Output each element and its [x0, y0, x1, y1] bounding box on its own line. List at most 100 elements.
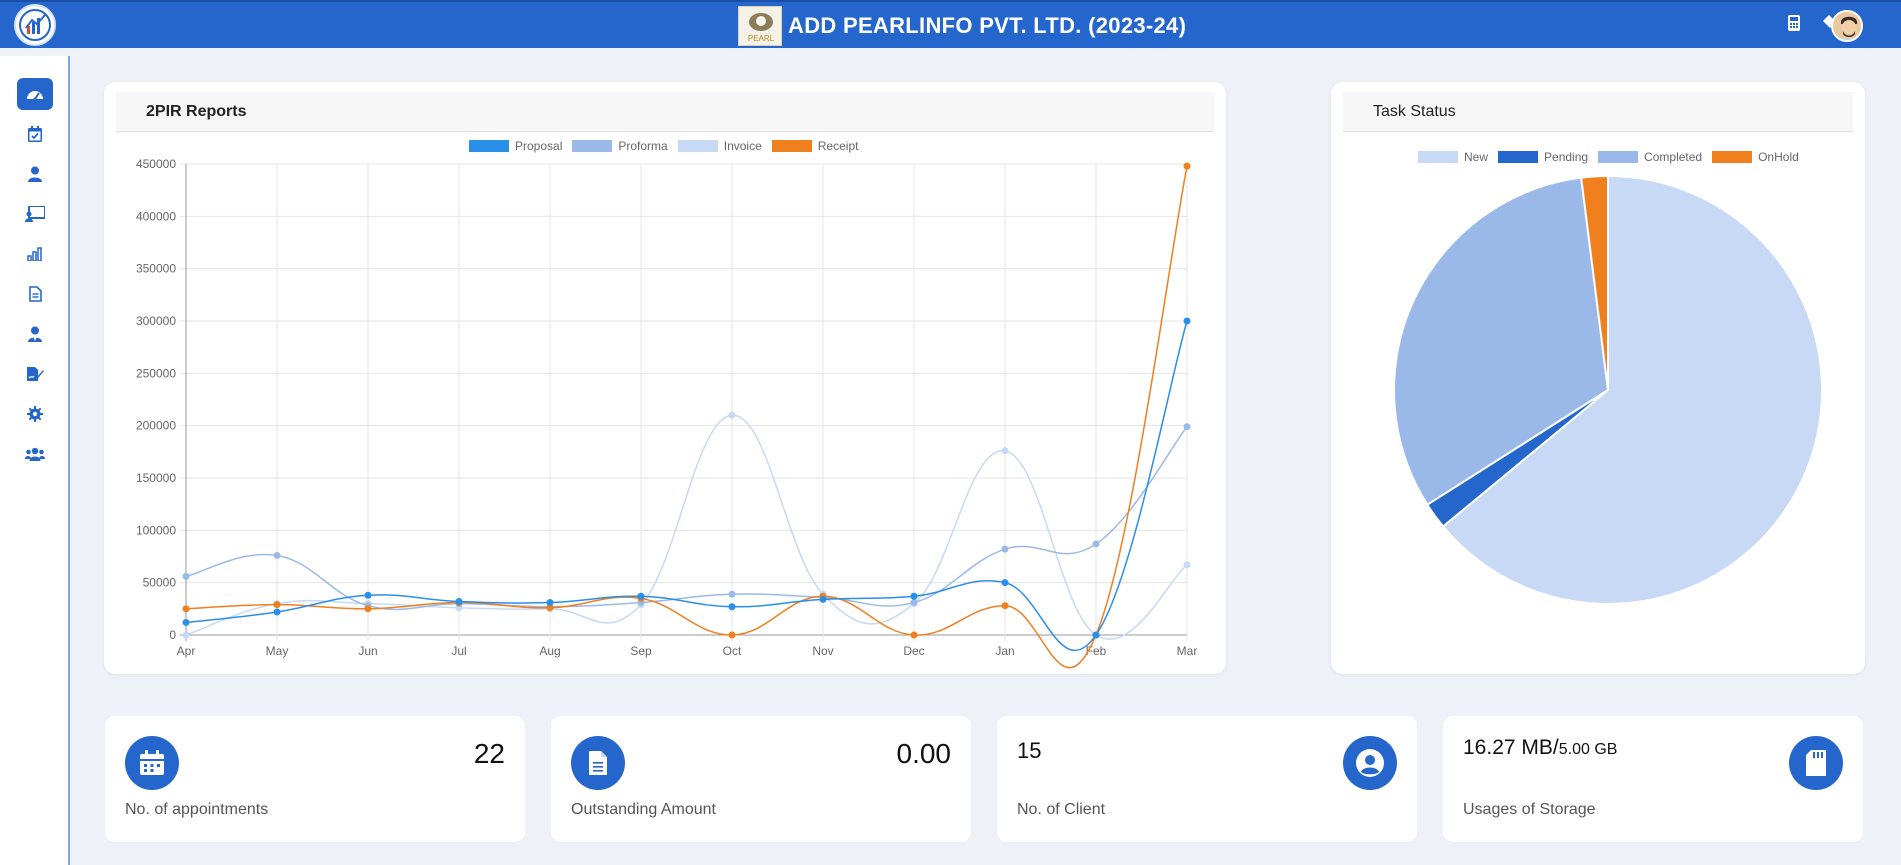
stat-storage[interactable]: 16.27 MB/5.00 GB Usages of Storage	[1443, 716, 1863, 842]
legend-swatch	[1598, 151, 1639, 163]
y-tick-label: 450000	[136, 157, 176, 171]
stat-appointments[interactable]: 22 No. of appointments	[105, 716, 525, 842]
chalkboard-icon	[25, 206, 45, 222]
data-point-proposal[interactable]	[1001, 579, 1009, 587]
data-point-proforma[interactable]	[1092, 540, 1100, 548]
x-tick-label: Nov	[812, 644, 833, 658]
brand-logo-text: PEARL	[748, 34, 775, 43]
legend-label: Proposal	[515, 139, 563, 153]
data-point-proforma[interactable]	[182, 572, 190, 580]
stat-clients[interactable]: 15 No. of Client	[997, 716, 1417, 842]
sidebar-item-dashboard[interactable]	[17, 78, 53, 110]
data-point-proforma[interactable]	[1001, 545, 1009, 553]
sidebar-item-signature[interactable]	[17, 358, 53, 390]
clients-value: 15	[1017, 738, 1042, 763]
data-point-proposal[interactable]	[364, 591, 372, 599]
data-point-proforma[interactable]	[910, 599, 918, 607]
y-tick-label: 0	[169, 628, 176, 642]
data-point-proposal[interactable]	[637, 592, 645, 600]
user-icon	[28, 166, 42, 182]
reports-line-chart: 0 50000 100000 150000 200000 250000 300000 3500…	[136, 157, 1197, 669]
data-point-receipt[interactable]	[728, 631, 736, 639]
sidebar-item-tasks[interactable]	[17, 118, 53, 150]
x-tick-label: Sep	[630, 644, 652, 658]
calendar-icon	[125, 736, 179, 790]
sd-card-icon	[1789, 736, 1843, 790]
series-line-proposal	[185, 320, 1188, 652]
legend-item-proforma[interactable]: Proforma	[572, 139, 668, 153]
pie-slice-onhold[interactable]	[1580, 174, 1609, 391]
sidebar-item-employees[interactable]	[17, 318, 53, 350]
clients-label: No. of Client	[1017, 801, 1106, 818]
reports-card: 2PIR Reports Proposal Proforma Invoice Rece…	[104, 82, 1226, 674]
legend-item-completed[interactable]: Completed	[1598, 150, 1702, 164]
legend-item-new[interactable]: New	[1418, 150, 1488, 164]
legend-swatch	[1712, 151, 1753, 163]
pie-slice-completed[interactable]	[1393, 176, 1610, 507]
sidebar-item-clients[interactable]	[17, 158, 53, 190]
y-tick-label: 400000	[136, 209, 176, 223]
app-logo[interactable]	[14, 4, 56, 46]
legend-item-proposal[interactable]: Proposal	[469, 139, 562, 153]
speedometer-icon	[27, 91, 43, 101]
sidebar-item-reports[interactable]	[17, 238, 53, 270]
legend-swatch	[572, 140, 613, 152]
user-avatar[interactable]	[1831, 10, 1863, 42]
data-point-proforma[interactable]	[273, 551, 281, 559]
sidebar-item-settings[interactable]	[17, 398, 53, 430]
legend-swatch	[771, 140, 812, 152]
data-point-proposal[interactable]	[910, 592, 918, 600]
y-tick-label: 150000	[136, 471, 176, 485]
legend-label: Receipt	[817, 139, 859, 153]
sidebar-item-documents[interactable]	[17, 278, 53, 310]
data-point-proforma[interactable]	[728, 590, 736, 598]
legend-item-receipt[interactable]: Receipt	[771, 139, 859, 153]
stat-outstanding[interactable]: 0.00 Outstanding Amount	[551, 716, 971, 842]
data-point-proposal[interactable]	[1183, 317, 1191, 325]
data-point-proposal[interactable]	[1092, 631, 1100, 639]
sidebar-item-users[interactable]	[17, 438, 53, 470]
document-icon	[571, 736, 625, 790]
x-tick-label: Jun	[358, 644, 377, 658]
pie-slice-new[interactable]	[1441, 174, 1823, 605]
data-point-receipt[interactable]	[1183, 162, 1191, 170]
data-point-proposal[interactable]	[455, 598, 463, 606]
x-tick-label: Aug	[539, 644, 560, 658]
legend-label: Proforma	[618, 139, 668, 153]
data-point-receipt[interactable]	[182, 605, 190, 613]
legend-label: Invoice	[723, 139, 762, 153]
sidebar	[0, 56, 70, 865]
reports-title: 2PIR Reports	[116, 92, 1214, 132]
data-point-invoice[interactable]	[1183, 561, 1191, 569]
data-point-invoice[interactable]	[1001, 447, 1009, 455]
data-point-proposal[interactable]	[819, 595, 827, 603]
data-point-invoice[interactable]	[728, 411, 736, 419]
data-point-proposal[interactable]	[728, 603, 736, 611]
legend-swatch	[677, 140, 718, 152]
data-point-receipt[interactable]	[273, 601, 281, 609]
data-point-receipt[interactable]	[1001, 602, 1009, 610]
data-point-invoice[interactable]	[182, 631, 190, 639]
data-point-receipt[interactable]	[546, 604, 554, 612]
data-point-proposal[interactable]	[273, 608, 281, 616]
x-tick-label: Oct	[723, 644, 742, 658]
legend-item-onhold[interactable]: OnHold	[1712, 150, 1799, 164]
company-title: ADD PEARLINFO PVT. LTD. (2023-24)	[788, 13, 1187, 38]
data-point-proposal[interactable]	[546, 599, 554, 607]
legend-item-invoice[interactable]: Invoice	[677, 139, 762, 153]
data-point-receipt[interactable]	[910, 631, 918, 639]
data-point-proposal[interactable]	[182, 618, 190, 626]
data-point-proforma[interactable]	[1183, 423, 1191, 431]
calculator-icon[interactable]	[1783, 12, 1805, 34]
storage-value: 16.27 MB/5.00 GB	[1463, 736, 1617, 760]
sidebar-item-presentation[interactable]	[17, 198, 53, 230]
data-point-receipt[interactable]	[364, 605, 372, 613]
y-tick-label: 350000	[136, 262, 176, 276]
file-signature-icon	[27, 367, 44, 381]
legend-item-pending[interactable]: Pending	[1498, 150, 1588, 164]
bar-chart-icon	[27, 247, 42, 261]
legend-swatch	[1418, 151, 1458, 163]
app-logo-icon	[19, 9, 51, 41]
task-status-title: Task Status	[1343, 92, 1853, 132]
y-tick-label: 200000	[136, 419, 176, 433]
